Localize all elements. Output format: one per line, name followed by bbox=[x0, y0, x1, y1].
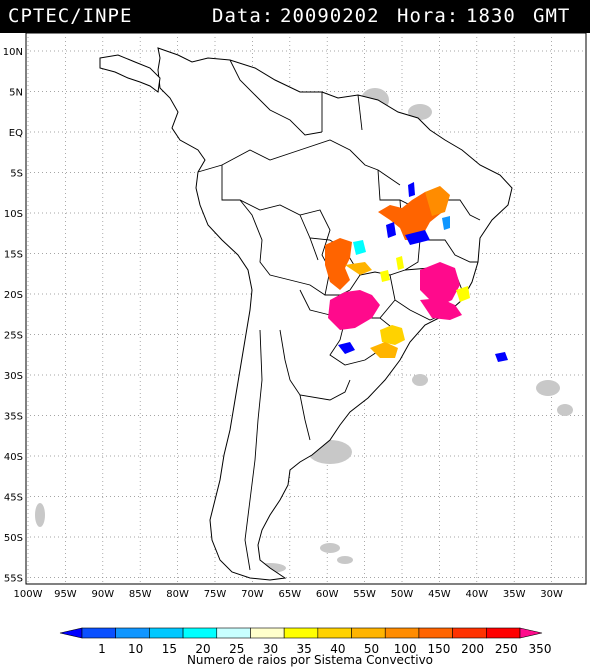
lat-label: 15S bbox=[4, 250, 23, 261]
lon-label: 65W bbox=[278, 589, 301, 600]
lon-label: 40W bbox=[465, 589, 488, 600]
colorbar-label: 250 bbox=[495, 642, 518, 656]
convective-systems bbox=[325, 182, 508, 362]
lon-label: 35W bbox=[503, 589, 526, 600]
lat-label: 30S bbox=[4, 371, 23, 382]
colorbar-segment bbox=[351, 627, 386, 639]
lat-label: 5S bbox=[10, 169, 23, 180]
date-value: 20090202 bbox=[280, 5, 380, 27]
lon-label: 50W bbox=[391, 589, 414, 600]
lat-label: 10S bbox=[4, 209, 23, 220]
colorbar-segment bbox=[283, 627, 319, 639]
colorbar-segment bbox=[486, 627, 521, 639]
lat-label: 10N bbox=[3, 47, 23, 58]
colorbar-label: 30 bbox=[263, 642, 278, 656]
colorbar-segment bbox=[317, 627, 352, 639]
lon-label: 80W bbox=[166, 589, 189, 600]
lat-label: 25S bbox=[4, 331, 23, 342]
header-bar: CPTEC/INPE Data: 20090202 Hora: 1830 GMT bbox=[0, 0, 590, 33]
colorbar-title: Numero de raios por Sistema Convectivo bbox=[187, 653, 433, 667]
lon-label: 30W bbox=[540, 589, 563, 600]
colorbar-segment bbox=[384, 627, 420, 639]
colorbar-segment bbox=[250, 627, 285, 639]
colorbar-label: 1 bbox=[98, 642, 106, 656]
colorbar-segment bbox=[115, 627, 150, 639]
lon-label: 90W bbox=[91, 589, 114, 600]
date-label: Data: bbox=[212, 5, 275, 27]
lat-label: 5N bbox=[9, 88, 23, 99]
lat-label: 50S bbox=[4, 533, 23, 544]
lon-label: 95W bbox=[54, 589, 77, 600]
lon-label: 60W bbox=[316, 589, 339, 600]
colorbar-label: 15 bbox=[162, 642, 177, 656]
colorbar-label: 200 bbox=[461, 642, 484, 656]
country-borders bbox=[197, 59, 481, 571]
lat-label: 20S bbox=[4, 290, 23, 301]
colorbar-segment bbox=[59, 627, 83, 639]
lat-label: 55S bbox=[4, 574, 23, 585]
lon-label: 100W bbox=[14, 589, 43, 600]
colorbar-label: 50 bbox=[364, 642, 379, 656]
colorbar-label: 40 bbox=[330, 642, 345, 656]
lon-label: 75W bbox=[204, 589, 227, 600]
lat-label: 35S bbox=[4, 412, 23, 423]
colorbar-segment bbox=[182, 627, 218, 639]
lon-label: 55W bbox=[353, 589, 376, 600]
colorbar-label: 150 bbox=[427, 642, 450, 656]
lat-label: 45S bbox=[4, 493, 23, 504]
central-america bbox=[99, 54, 161, 93]
colorbar-segment bbox=[519, 627, 543, 639]
colorbar-label: 25 bbox=[229, 642, 244, 656]
colorbar-label: 350 bbox=[529, 642, 552, 656]
timezone-label: GMT bbox=[533, 5, 571, 27]
colorbar-segment bbox=[418, 627, 453, 639]
lon-label: 70W bbox=[241, 589, 264, 600]
hour-label: Hora: bbox=[397, 5, 460, 27]
colorbar: 1 10 15 20 25 30 35 40 50 100 150 200 250 350 bbox=[59, 627, 552, 656]
colorbar-label: 35 bbox=[297, 642, 312, 656]
colorbar-segment bbox=[216, 627, 251, 639]
lat-label: EQ bbox=[9, 128, 23, 139]
agency-label: CPTEC/INPE bbox=[8, 5, 133, 27]
colorbar-segment bbox=[81, 627, 116, 639]
colorbar-label: 20 bbox=[195, 642, 210, 656]
colorbar-segment bbox=[149, 627, 184, 639]
colorbar-label: 10 bbox=[128, 642, 143, 656]
longitude-labels: 100W 95W 90W 85W 80W 75W 70W 65W 60W 55W 50W 45W 40W… bbox=[14, 589, 564, 600]
hour-value: 1830 bbox=[466, 5, 516, 27]
lon-label: 45W bbox=[428, 589, 451, 600]
colorbar-segment bbox=[452, 627, 487, 639]
colorbar-label: 100 bbox=[394, 642, 417, 656]
lat-label: 40S bbox=[4, 452, 23, 463]
latitude-labels: 10N 5N EQ 5S 10S 15S 20S 25S 30S 35S 40S 45S 50S 55S bbox=[3, 47, 23, 585]
lon-label: 85W bbox=[129, 589, 152, 600]
